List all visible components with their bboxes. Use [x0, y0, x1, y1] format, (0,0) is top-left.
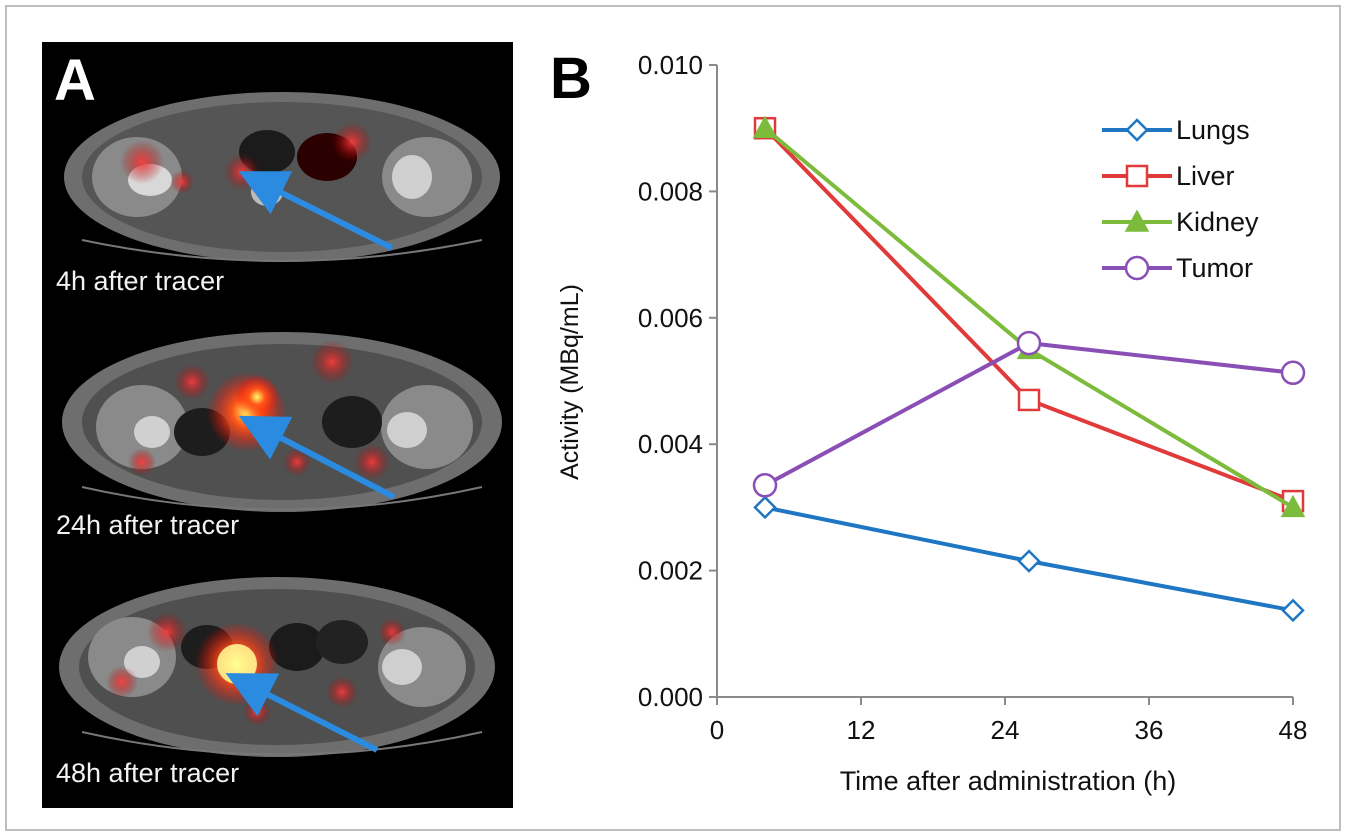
x-tick-label: 0 [710, 715, 724, 745]
x-tick-label: 48 [1279, 715, 1308, 745]
data-point-tumor [1016, 330, 1042, 356]
legend-item-kidney: Kidney [1102, 207, 1259, 237]
data-point-liver [1017, 388, 1041, 412]
y-tick-label: 0.010 [638, 50, 703, 80]
scan-4h [64, 92, 500, 262]
scan-48h [59, 577, 495, 757]
legend-label-liver: Liver [1176, 161, 1235, 191]
y-tick-label: 0.000 [638, 682, 703, 712]
legend-marker-liver [1125, 164, 1149, 188]
scan-images [59, 92, 502, 757]
legend-item-lungs: Lungs [1102, 115, 1250, 145]
legend-marker-tumor [1124, 255, 1150, 281]
legend-marker-lungs [1125, 118, 1149, 142]
data-point-lungs [1017, 549, 1041, 573]
legend-marker-kidney [1124, 209, 1150, 232]
y-tick-label: 0.004 [638, 429, 703, 459]
scan-panel: A 4h after tracer 24h after tracer 48h a… [42, 42, 513, 808]
panel-a-letter: A [54, 48, 96, 113]
panel-b-letter: B [550, 46, 592, 111]
legend-label-lungs: Lungs [1176, 115, 1250, 145]
scan-caption-48h: 48h after tracer [56, 758, 240, 788]
y-tick-label: 0.002 [638, 556, 703, 586]
y-axis-label: Activity (MBq/mL) [556, 284, 584, 480]
x-tick-label: 36 [1135, 715, 1164, 745]
x-tick-label: 12 [847, 715, 876, 745]
data-point-tumor [752, 473, 778, 498]
data-point-tumor [1280, 360, 1306, 386]
series-line-tumor [764, 341, 1294, 488]
legend-item-liver: Liver [1102, 161, 1235, 191]
data-point-kidney [1280, 494, 1306, 518]
scan-caption-4h: 4h after tracer [56, 266, 225, 296]
y-tick-label: 0.008 [638, 176, 703, 206]
legend-item-tumor: Tumor [1102, 253, 1253, 283]
series-tumor [752, 330, 1306, 498]
y-tick-label: 0.006 [638, 303, 703, 333]
legend-label-kidney: Kidney [1176, 207, 1259, 237]
legend: Lungs Liver Kidney Tumor [1102, 115, 1259, 283]
legend-label-tumor: Tumor [1176, 253, 1253, 283]
scan-24h [62, 332, 502, 512]
scan-caption-24h: 24h after tracer [56, 510, 240, 540]
series-lungs [753, 495, 1305, 623]
data-point-kidney [752, 115, 778, 138]
data-point-lungs [1281, 598, 1305, 623]
x-axis-label: Time after administration (h) [840, 766, 1177, 796]
plot-area: 0.000 0.002 0.004 0.006 0.008 0.010 0 12 24 36 48 [638, 50, 1308, 745]
x-tick-label: 24 [991, 715, 1020, 745]
data-point-lungs [753, 495, 777, 520]
